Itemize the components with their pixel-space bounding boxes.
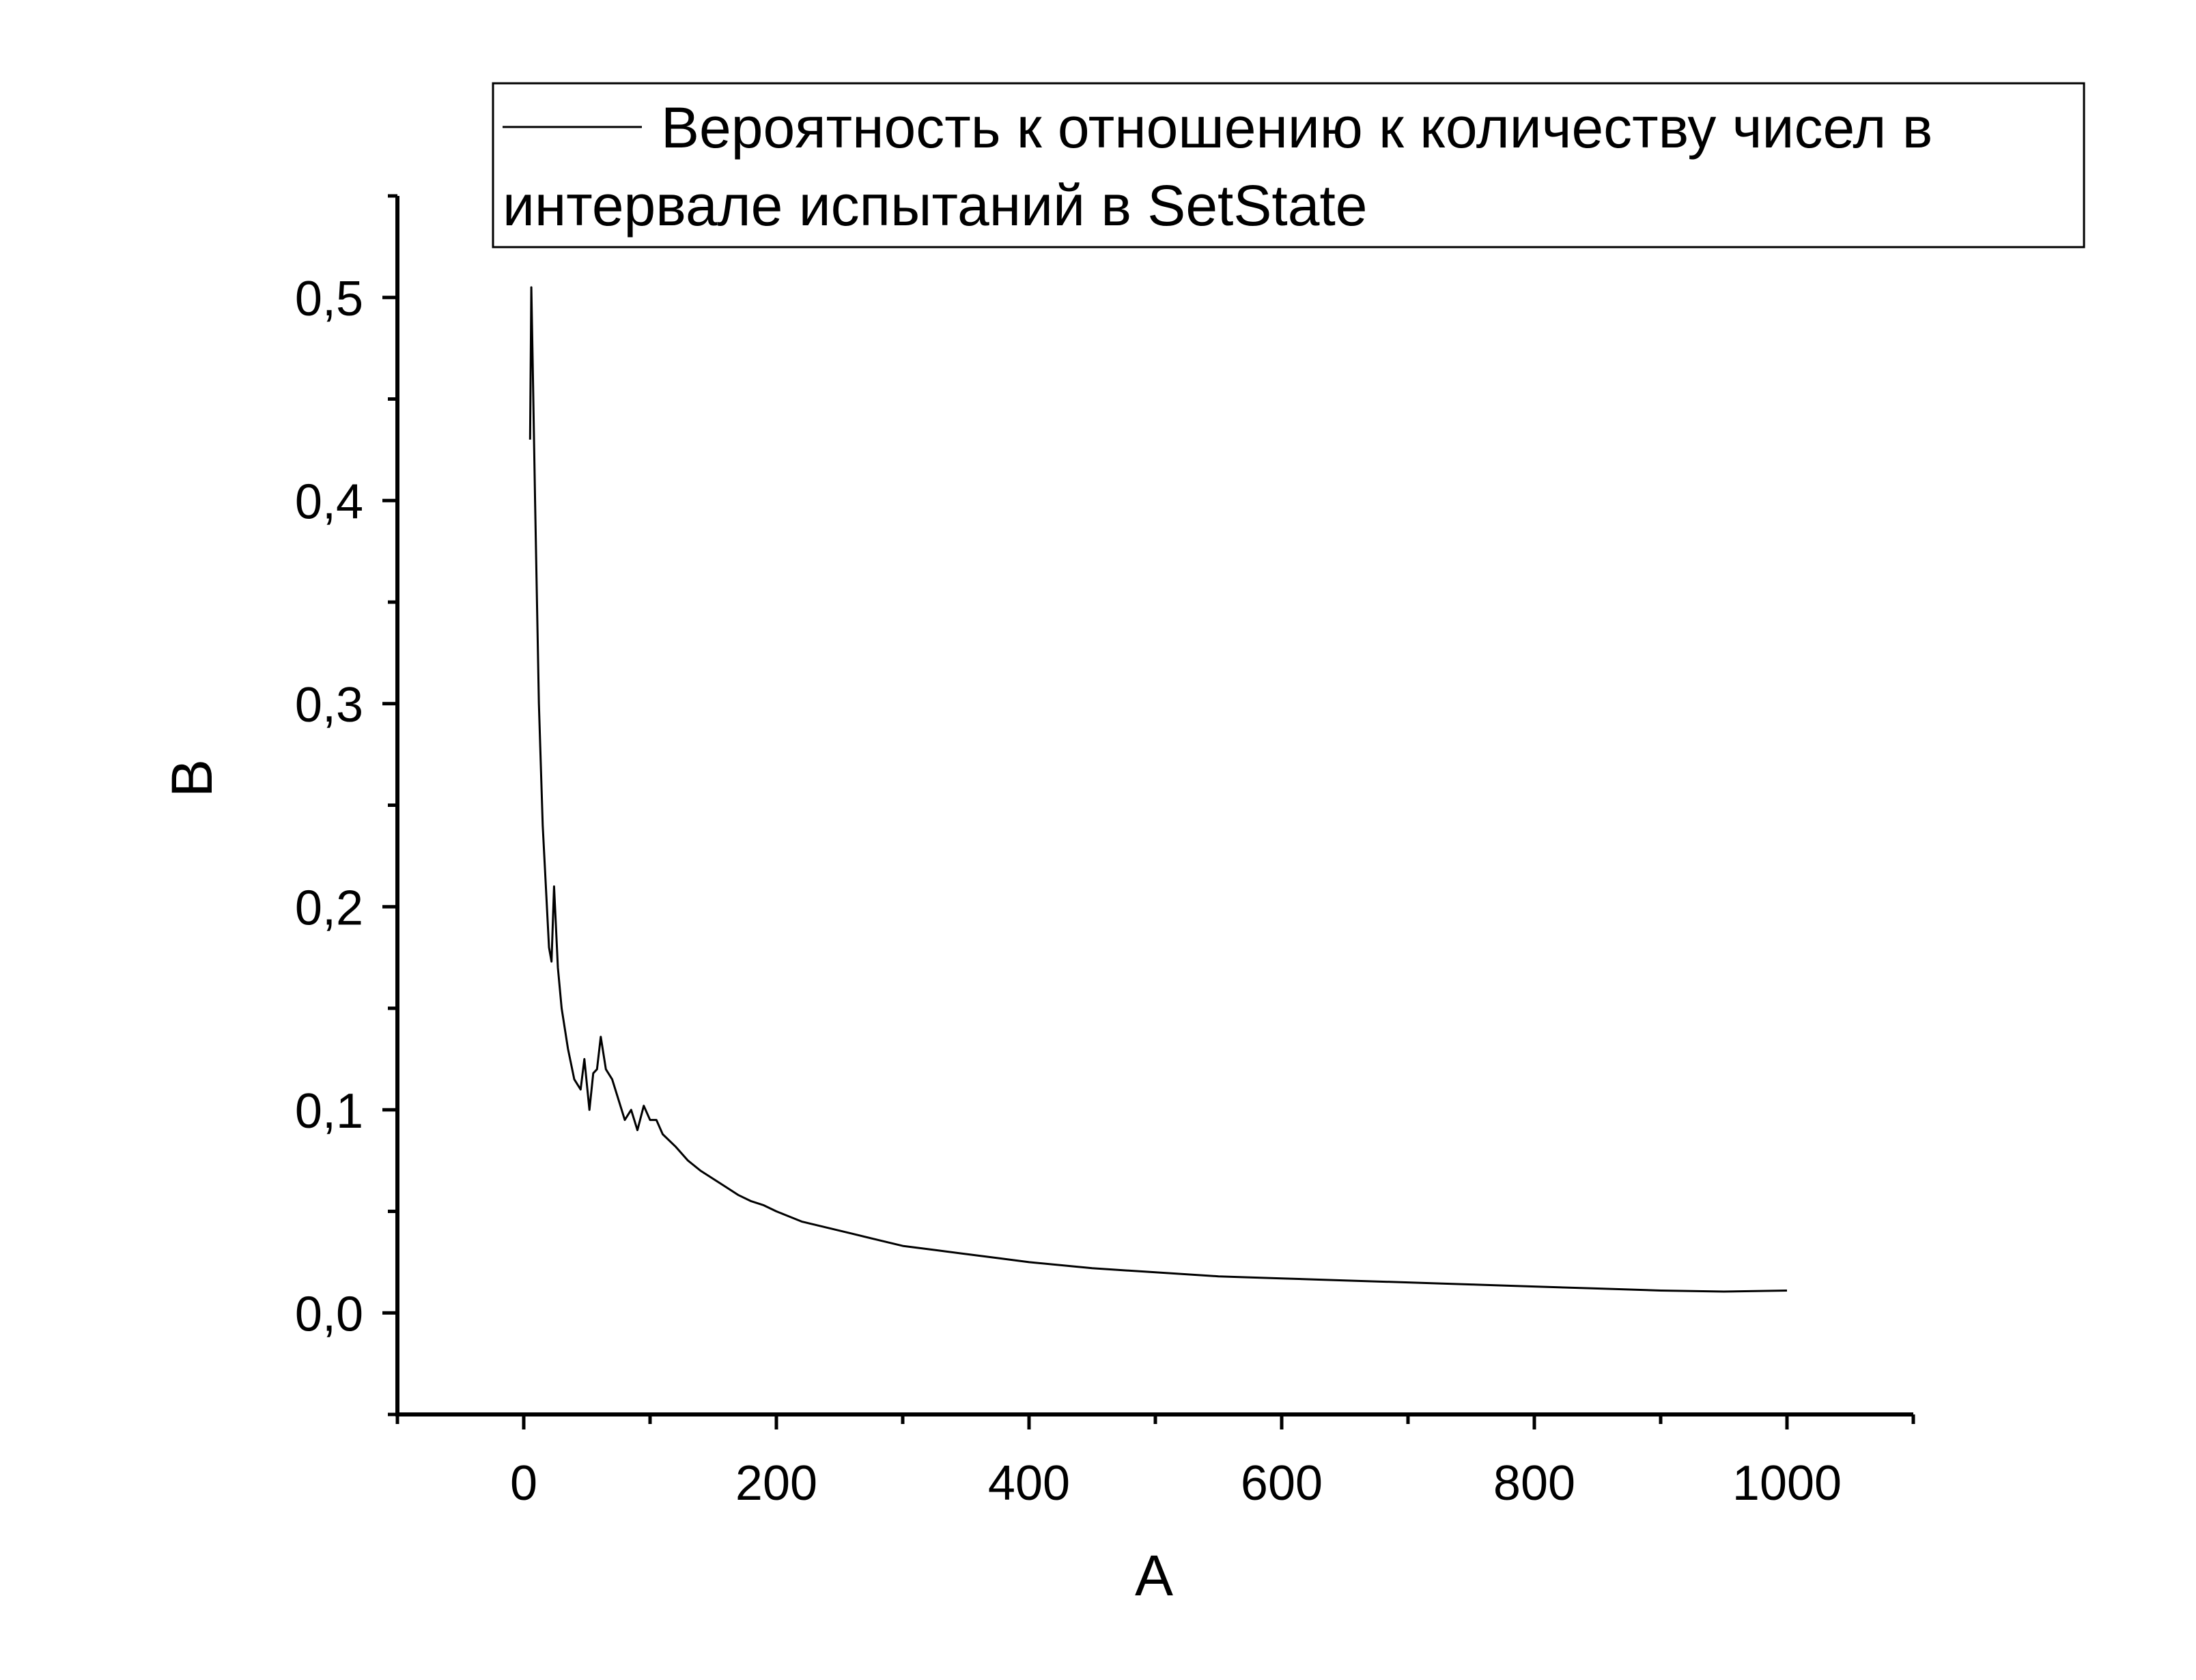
y-tick-label: 0,2: [295, 881, 363, 935]
series-line: [529, 286, 1788, 1293]
x-tick-label: 0: [510, 1456, 537, 1511]
legend-label: Вероятность к отношению к количеству чис…: [503, 96, 1932, 238]
legend: Вероятность к отношению к количеству чис…: [492, 82, 2085, 248]
x-tick-label: 800: [1493, 1456, 1575, 1511]
x-tick-label: 1000: [1732, 1456, 1842, 1511]
x-tick-label: 400: [988, 1456, 1070, 1511]
y-ticks: 0,0 0,1 0,2 0,3 0,4 0,5: [295, 194, 397, 1416]
y-tick-label: 0,0: [295, 1287, 363, 1341]
y-tick-label: 0,3: [295, 678, 363, 732]
y-tick-label: 0,5: [295, 272, 363, 326]
y-tick-label: 0,1: [295, 1084, 363, 1139]
x-tick-label: 200: [735, 1456, 817, 1511]
x-tick-label: 600: [1241, 1456, 1323, 1511]
legend-box: [492, 82, 2085, 248]
series-layer: [529, 286, 1788, 1293]
x-axis-title: A: [1135, 1543, 1173, 1608]
y-tick-label: 0,4: [295, 474, 363, 529]
x-ticks: 0 200 400 600 800 1000: [395, 1414, 1915, 1511]
y-axis-title: B: [160, 759, 224, 797]
axes: [395, 196, 1913, 1416]
